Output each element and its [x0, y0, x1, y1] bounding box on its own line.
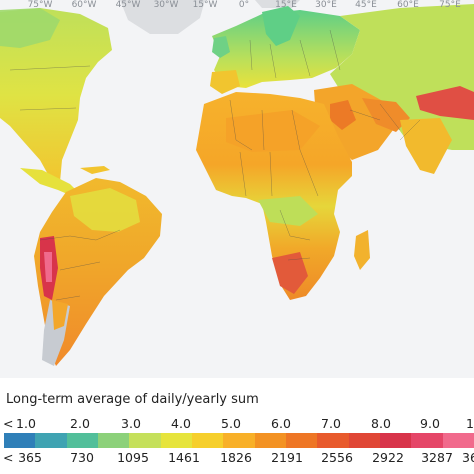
longitude-label: 45°W — [115, 0, 141, 10]
yearly-tick-label: 36 — [462, 450, 474, 465]
yearly-tick-label: 2922 — [372, 450, 404, 465]
longitude-label: 60°E — [397, 0, 419, 10]
yearly-tick-label: 365 — [18, 450, 42, 465]
color-swatch — [66, 433, 98, 448]
central-america-landmass — [20, 168, 78, 196]
longitude-label: 30°W — [153, 0, 179, 10]
color-swatch — [379, 433, 412, 448]
longitude-label: 75°E — [439, 0, 461, 10]
less-than-symbol: < — [3, 416, 14, 431]
greenland-landmass — [120, 0, 205, 34]
daily-tick-label: 1.0 — [16, 416, 36, 431]
congo-basin — [258, 196, 318, 226]
color-swatch — [254, 433, 286, 448]
scandinavia — [262, 6, 300, 46]
daily-tick-label: 2.0 — [70, 416, 90, 431]
daily-tick-label: 8.0 — [371, 416, 391, 431]
iran-plateau — [362, 98, 410, 132]
color-swatch — [35, 433, 67, 448]
longitude-label: 15°W — [192, 0, 218, 10]
longitude-label: 45°E — [355, 0, 377, 10]
yearly-tick-label: 2191 — [271, 450, 303, 465]
color-swatch — [97, 433, 130, 448]
legend-title: Long-term average of daily/yearly sum — [6, 392, 259, 407]
color-swatch — [348, 433, 380, 448]
color-swatch — [4, 433, 36, 448]
arabia-hotspot — [330, 100, 356, 130]
daily-tick-label: 3.0 — [121, 416, 141, 431]
color-swatch — [411, 433, 443, 448]
color-swatch — [191, 433, 224, 448]
daily-tick-label: 1 — [466, 416, 474, 431]
color-swatch — [442, 433, 474, 448]
caribbean-islands — [80, 166, 110, 174]
amazon-region — [70, 188, 140, 232]
europe-landmass — [212, 10, 360, 88]
longitude-label: 15°E — [275, 0, 297, 10]
sahara-hot — [226, 110, 320, 152]
longitude-label: 30°E — [315, 0, 337, 10]
legend-panel: Long-term average of daily/yearly sum < … — [0, 378, 474, 474]
country-borders — [9, 29, 421, 301]
madagascar — [354, 230, 370, 270]
yearly-tick-label: 1826 — [220, 450, 252, 465]
longitude-label: 0° — [238, 0, 250, 10]
color-swatch — [223, 433, 255, 448]
daily-values-row: < 1.0 2.0 3.0 4.0 5.0 6.0 7.0 8.0 9.0 1 — [0, 416, 474, 432]
yearly-values-row: < 365 730 1095 1461 1826 2191 2556 2922 … — [0, 450, 474, 466]
yearly-tick-label: 730 — [70, 450, 94, 465]
north-america-landmass — [0, 8, 112, 182]
daily-tick-label: 4.0 — [171, 416, 191, 431]
iberia — [210, 70, 240, 94]
longitude-label: 60°W — [71, 0, 97, 10]
yearly-tick-label: 1461 — [168, 450, 200, 465]
british-isles — [212, 36, 230, 58]
color-swatch — [317, 433, 349, 448]
solar-irradiation-map[interactable]: 75°W 60°W 45°W 30°W 15°W 0° 15°E 30°E 45… — [0, 0, 474, 378]
yearly-tick-label: 1095 — [117, 450, 149, 465]
namibia-hotspot — [272, 252, 308, 294]
yearly-tick-label: 3287 — [421, 450, 453, 465]
atacama-peak — [44, 252, 52, 282]
arctic-islands — [255, 0, 300, 8]
yearly-tick-label: 2556 — [321, 450, 353, 465]
color-swatch — [285, 433, 318, 448]
daily-tick-label: 9.0 — [420, 416, 440, 431]
north-america-cool-region — [0, 8, 60, 48]
daily-tick-label: 6.0 — [271, 416, 291, 431]
less-than-symbol: < — [3, 450, 14, 465]
color-swatch — [129, 433, 161, 448]
color-scale-bar — [4, 433, 474, 448]
daily-tick-label: 5.0 — [221, 416, 241, 431]
daily-tick-label: 7.0 — [321, 416, 341, 431]
longitude-label: 75°W — [27, 0, 53, 10]
himalaya-region — [416, 86, 474, 120]
color-swatch — [160, 433, 192, 448]
india-landmass — [400, 118, 452, 174]
patagonia-sunny — [52, 300, 68, 330]
world-map-svg — [0, 0, 474, 366]
